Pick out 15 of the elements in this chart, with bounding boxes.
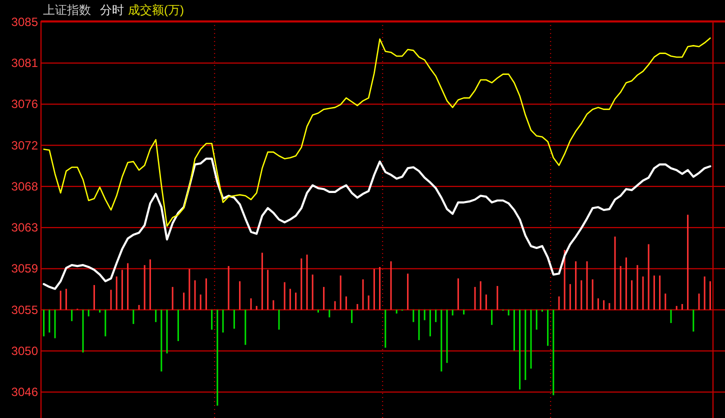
chart-title: 上证指数 [43, 3, 91, 17]
y-tick-label: 3081 [11, 56, 38, 70]
y-tick-label: 3050 [11, 344, 38, 358]
y-tick-label: 3068 [11, 179, 38, 194]
chart-subtitle: 分时 [100, 3, 124, 17]
y-tick-label: 3046 [11, 385, 38, 400]
line-series [42, 158, 712, 290]
y-tick-label: 3063 [11, 220, 38, 235]
y-tick-label: 3085 [11, 14, 38, 29]
y-tick-label: 3076 [11, 97, 38, 112]
text: 成交额(万) [128, 3, 184, 17]
y-tick-label: 3055 [11, 302, 38, 317]
y-tick-label: 3072 [11, 138, 38, 152]
y-tick-label: 3059 [11, 262, 38, 276]
line-series [43, 37, 711, 227]
